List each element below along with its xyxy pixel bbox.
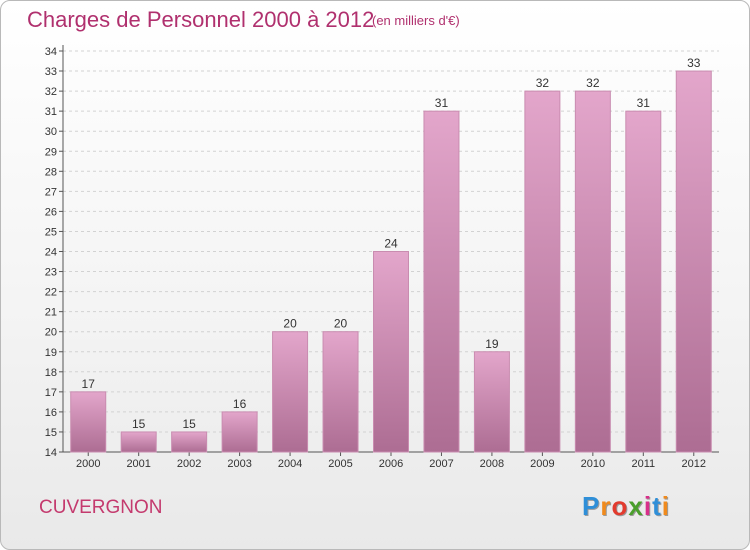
x-tick-label-2000: 2000 (76, 458, 100, 470)
value-label-2002: 15 (182, 417, 196, 431)
y-tick-label: 34 (45, 46, 57, 58)
value-label-2007: 31 (435, 96, 449, 110)
x-tick-label-2008: 2008 (480, 458, 504, 470)
logo-letter: o (611, 491, 629, 521)
y-tick-label: 20 (45, 327, 57, 339)
y-tick-label: 27 (45, 186, 57, 198)
commune-name: CUVERGNON (39, 497, 163, 518)
logo-letter: P (582, 491, 601, 521)
value-label-2001: 15 (132, 417, 146, 431)
value-label-2012: 33 (687, 56, 701, 70)
bar-2004 (272, 331, 309, 453)
bar-2007 (423, 110, 460, 453)
logo-letter: r (600, 491, 612, 521)
value-label-2011: 31 (637, 96, 651, 110)
y-tick-label: 14 (45, 447, 57, 459)
logo-letter: i (643, 491, 653, 521)
y-tick-label: 31 (45, 106, 57, 118)
y-tick-label: 32 (45, 86, 57, 98)
x-tick-label-2002: 2002 (177, 458, 201, 470)
logo-letter: i (661, 491, 670, 521)
chart-title: Charges de Personnel 2000 à 2012 (27, 7, 375, 32)
x-tick-label-2010: 2010 (581, 458, 605, 470)
labels: 14 15 16 17 18 19 20 21 22 23 24 25 26 27 28 29 30 31 32 33… (45, 46, 706, 470)
y-tick-label: 17 (45, 387, 57, 399)
y-tick-label: 16 (45, 407, 57, 419)
y-tick-label: 28 (45, 166, 57, 178)
bars (70, 70, 712, 453)
bar-2010 (574, 90, 611, 453)
x-tick-label-2004: 2004 (278, 458, 302, 470)
y-tick-label: 21 (45, 307, 57, 319)
y-tick-label: 18 (45, 367, 57, 379)
bar-2002 (171, 431, 208, 453)
y-tick-label: 23 (45, 267, 57, 279)
value-label-2006: 24 (384, 237, 398, 251)
logo-letter: x (628, 491, 644, 521)
y-tick-label: 26 (45, 206, 57, 218)
bar-2009 (524, 90, 561, 453)
proxiti-logo: Proxiti (582, 491, 670, 522)
x-tick-label-2006: 2006 (379, 458, 403, 470)
bar-2012 (675, 70, 712, 453)
value-label-2009: 32 (536, 76, 550, 90)
x-tick-label-2012: 2012 (682, 458, 706, 470)
bar-2011 (625, 110, 662, 453)
y-tick-label: 24 (45, 247, 57, 259)
value-label-2005: 20 (334, 317, 348, 331)
y-tick-label: 30 (45, 126, 57, 138)
y-tick-label: 33 (45, 66, 57, 78)
bar-2000 (70, 391, 107, 453)
bar-2001 (120, 431, 157, 453)
value-label-2003: 16 (233, 397, 247, 411)
y-tick-label: 22 (45, 287, 57, 299)
y-tick-label: 25 (45, 226, 57, 238)
x-tick-label-2003: 2003 (227, 458, 251, 470)
value-label-2008: 19 (485, 337, 499, 351)
chart-subtitle: (en milliers d'€) (372, 13, 460, 28)
value-label-2010: 32 (586, 76, 600, 90)
logo-letter: t (652, 491, 662, 521)
y-tick-label: 15 (45, 427, 57, 439)
bar-2003 (221, 411, 258, 453)
x-tick-label-2011: 2011 (631, 458, 655, 470)
bar-2005 (322, 331, 359, 453)
bar-2008 (473, 351, 510, 453)
value-label-2000: 17 (82, 377, 96, 391)
bar-2006 (373, 251, 409, 453)
x-tick-label-2007: 2007 (429, 458, 453, 470)
x-tick-label-2005: 2005 (328, 458, 352, 470)
value-label-2004: 20 (283, 317, 297, 331)
y-tick-label: 19 (45, 347, 57, 359)
x-tick-label-2009: 2009 (530, 458, 554, 470)
y-tick-label: 29 (45, 146, 57, 158)
x-tick-label-2001: 2001 (126, 458, 150, 470)
